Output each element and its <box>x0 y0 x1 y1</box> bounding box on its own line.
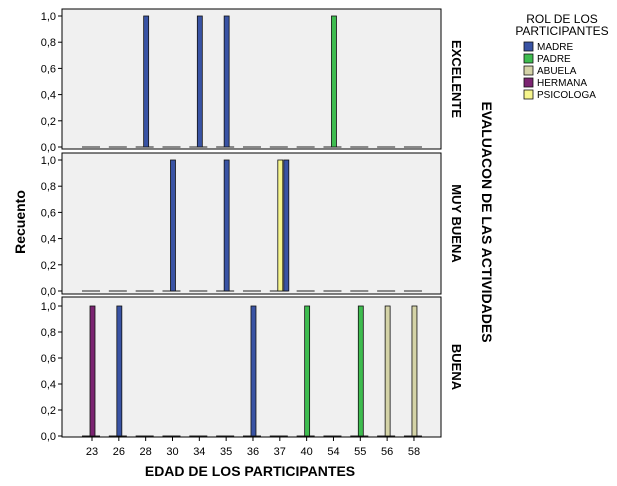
legend-title: PARTICIPANTES <box>515 24 608 38</box>
y-tick-label: 0,6 <box>41 207 56 219</box>
legend-label-padre: PADRE <box>537 54 571 65</box>
legend-label-hermana: HERMANA <box>537 78 587 89</box>
legend-title: ROL DE LOS <box>526 12 598 26</box>
bar-madre-26 <box>116 305 123 437</box>
legend-swatch-hermana <box>523 77 534 88</box>
bar-abuela-58 <box>411 305 418 437</box>
y-tick-label: 0,8 <box>41 37 56 49</box>
bar-padre-54 <box>331 15 337 148</box>
y-tick-label: 1,0 <box>41 11 56 23</box>
y-tick-label: 0,2 <box>41 405 56 417</box>
x-axis-title: EDAD DE LOS PARTICIPANTES <box>145 463 355 479</box>
y-tick-label: 0,4 <box>41 379 56 391</box>
x-tick-label: 58 <box>408 446 420 458</box>
bar-madre-30 <box>170 159 176 292</box>
bar-padre-40 <box>304 305 311 437</box>
bar-padre-55 <box>357 305 364 437</box>
facet-label: BUENA <box>449 344 464 391</box>
x-tick-label: 55 <box>354 446 366 458</box>
y-axis-title: Recuento <box>12 190 28 254</box>
bar-hermana-23 <box>89 305 96 437</box>
facet-label: EXCELENTE <box>449 40 464 118</box>
x-axis: 23 26 28 30 34 35 36 37 40 54 55 56 58 <box>86 437 420 458</box>
x-tick-label: 30 <box>166 446 178 458</box>
legend-label-madre: MADRE <box>537 42 573 53</box>
y-tick-label: 0,2 <box>41 116 56 128</box>
y-tick-label: 0,0 <box>41 431 56 443</box>
legend-swatch-madre <box>523 41 534 52</box>
legend-swatch-abuela <box>523 65 534 76</box>
x-tick-label: 40 <box>301 446 313 458</box>
y-tick-label: 1,0 <box>41 301 56 313</box>
x-tick-label: 56 <box>381 446 393 458</box>
legend-label-psicologa: PSICOLOGA <box>537 90 596 101</box>
bar-madre-35 <box>223 15 230 148</box>
legend-swatch-padre <box>523 53 534 64</box>
y-tick-label: 0,0 <box>41 142 56 154</box>
y-tick-label: 0,6 <box>41 63 56 75</box>
bar-madre-36 <box>250 305 257 437</box>
y-tick-label: 0,4 <box>41 90 56 102</box>
panel-background <box>61 8 442 150</box>
y-tick-label: 0,4 <box>41 234 56 246</box>
x-tick-label: 28 <box>140 446 152 458</box>
x-tick-label: 26 <box>113 446 125 458</box>
x-tick-label: 34 <box>193 446 205 458</box>
chart-panels: 0,00,20,40,60,81,0EXCELENTE0,00,20,40,60… <box>41 8 464 443</box>
panel-muy-buena: 0,0 0,2 0,4 0,6 0,8 1,0 MUY BUENA <box>41 152 464 298</box>
bar-abuela-56 <box>384 305 391 437</box>
x-tick-label: 23 <box>86 446 98 458</box>
bar-madre-28 <box>143 15 150 148</box>
y-tick-label: 0,8 <box>41 181 56 193</box>
panel-excelente: 0,0 0,2 0,4 0,6 0,8 1,0 EXCELENTE <box>41 8 464 154</box>
y-tick-label: 0,0 <box>41 286 56 298</box>
facet-label: MUY BUENA <box>449 184 464 263</box>
panel-background <box>61 152 442 295</box>
bar-madre-37 <box>283 159 290 292</box>
y-tick-label: 0,2 <box>41 260 56 272</box>
facet-axis-title: EVALUACON DE LAS ACTIVIDADES <box>479 101 495 342</box>
bar-madre-35 <box>223 159 230 292</box>
x-tick-label: 36 <box>247 446 259 458</box>
legend-swatch-psicologa <box>523 89 534 100</box>
y-tick-label: 1,0 <box>41 155 56 167</box>
panel-buena: 0,0 0,2 0,4 0,6 0,8 1,0 BUENA <box>41 296 464 443</box>
y-tick-label: 0,8 <box>41 327 56 339</box>
x-tick-label: 54 <box>327 446 339 458</box>
y-tick-label: 0,6 <box>41 353 56 365</box>
bar-psicologa-37 <box>277 159 284 292</box>
x-tick-label: 37 <box>274 446 286 458</box>
x-tick-label: 35 <box>220 446 232 458</box>
bar-madre-34 <box>196 15 203 148</box>
legend-label-abuela: ABUELA <box>537 66 577 77</box>
